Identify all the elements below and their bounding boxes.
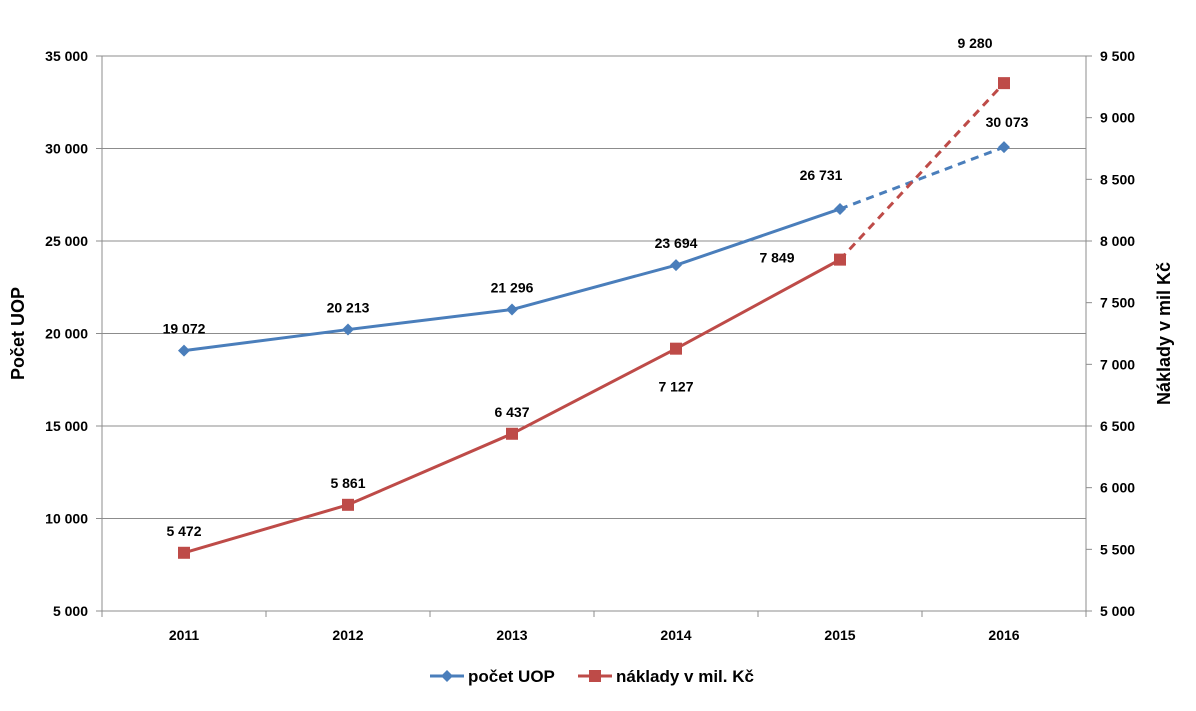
data-point (342, 498, 354, 511)
y2-tick-label: 5 000 (1100, 603, 1135, 619)
x-axis-ticks: 2011 2012 2013 2014 2015 2016 (169, 627, 1020, 643)
data-label: 6 437 (494, 404, 529, 420)
series-line-projected (839, 145, 1005, 211)
data-point (506, 427, 518, 440)
legend-marker (589, 670, 601, 682)
y-tick-label: 10 000 (45, 511, 88, 527)
data-point (998, 141, 1010, 154)
legend-label: počet UOP (468, 667, 555, 686)
y2-tick-label: 9 000 (1100, 110, 1135, 126)
data-point (178, 344, 190, 357)
y-axis-ticks: 5 000 10 000 15 000 20 000 25 000 30 000 35 00… (45, 48, 88, 619)
y2-tick-label: 7 000 (1100, 356, 1135, 372)
series-line-projected (838, 82, 1006, 261)
x-tick-label: 2011 (169, 627, 200, 643)
y2-tick-label: 7 500 (1100, 295, 1135, 311)
data-point (834, 202, 846, 215)
x-tick-label: 2014 (660, 627, 691, 643)
y-tick-label: 25 000 (45, 233, 88, 249)
data-point (998, 77, 1010, 90)
data-point (342, 323, 354, 336)
data-label: 5 472 (166, 523, 201, 539)
y2-tick-label: 8 500 (1100, 171, 1135, 187)
y2-tick-label: 8 000 (1100, 233, 1135, 249)
y2-axis-title: Náklady v mil Kč (1154, 262, 1174, 405)
data-label: 26 731 (800, 167, 843, 183)
y2-tick-label: 5 500 (1100, 541, 1135, 557)
data-label: 7 127 (658, 379, 693, 395)
data-label: 21 296 (491, 280, 534, 296)
y-tick-label: 5 000 (53, 603, 88, 619)
data-label: 19 072 (163, 321, 206, 337)
data-point (178, 546, 190, 559)
data-point (834, 253, 846, 266)
y-tick-label: 35 000 (45, 48, 88, 64)
gridlines (102, 55, 1086, 519)
data-labels: 19 072 20 213 21 296 23 694 26 731 30 073 5 47… (163, 35, 1029, 539)
axes (96, 55, 1092, 617)
y-axis-title: Počet UOP (8, 287, 28, 380)
data-label: 9 280 (957, 35, 992, 51)
data-label: 5 861 (330, 475, 365, 491)
data-label: 20 213 (327, 300, 370, 316)
legend-marker (441, 670, 453, 682)
data-point (506, 303, 518, 316)
data-point (670, 342, 682, 355)
y2-tick-label: 6 500 (1100, 418, 1135, 434)
data-label: 23 694 (655, 235, 698, 251)
y2-axis-ticks: 5 000 5 500 6 000 6 500 7 000 7 500 8 000 8 500… (1100, 48, 1135, 619)
y2-tick-label: 6 000 (1100, 480, 1135, 496)
data-label: 30 073 (986, 114, 1029, 130)
y-tick-label: 30 000 (45, 141, 88, 157)
x-tick-label: 2016 (988, 627, 1019, 643)
x-tick-label: 2012 (332, 627, 363, 643)
data-point (670, 259, 682, 272)
legend: počet UOP náklady v mil. Kč (430, 667, 754, 686)
x-tick-label: 2015 (824, 627, 855, 643)
y-tick-label: 15 000 (45, 418, 88, 434)
data-label: 7 849 (759, 250, 794, 266)
y-tick-label: 20 000 (45, 326, 88, 342)
y2-tick-label: 9 500 (1100, 48, 1135, 64)
x-tick-label: 2013 (496, 627, 527, 643)
legend-label: náklady v mil. Kč (616, 667, 754, 686)
series-layer (178, 77, 1010, 559)
